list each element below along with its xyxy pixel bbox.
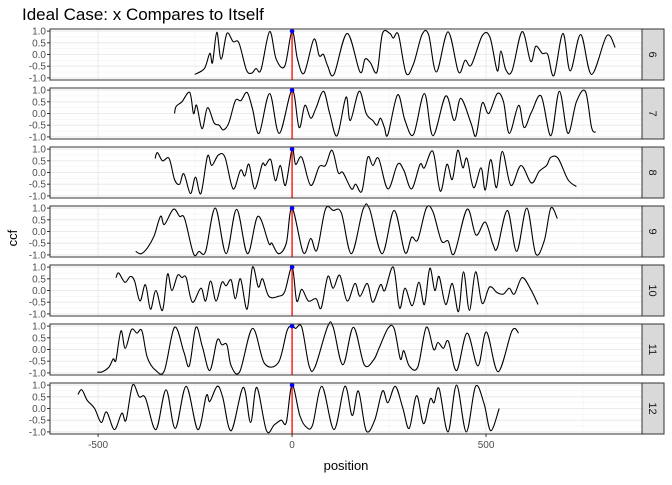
facet-panel-8: 8 -1.0-0.50.00.51.0: [29, 145, 665, 202]
ccf-line-8: [154, 148, 577, 195]
facet-panel-12: 12 -1.0-0.50.00.51.0: [29, 381, 665, 438]
y-tick-label: 0.5: [32, 97, 46, 108]
facet-strip-label: 6: [646, 51, 658, 57]
facet-strip: [641, 87, 665, 140]
facet-panel-7: 7 -1.0-0.50.00.51.0: [29, 86, 665, 143]
y-tick-label: 0.5: [32, 156, 46, 167]
y-tick-label: 0.5: [32, 333, 46, 344]
y-tick-label: 0.5: [32, 215, 46, 226]
x-tick-label: -500: [88, 440, 108, 451]
peak-point: [289, 87, 295, 93]
x-tick-label: 0: [289, 440, 295, 451]
y-tick-label: -0.5: [29, 416, 47, 427]
facet-strip-label: 9: [646, 228, 658, 234]
y-tick-label: -0.5: [29, 121, 47, 132]
facet-strip: [641, 323, 665, 376]
peak-point: [289, 382, 295, 388]
y-tick-label: 0.0: [32, 109, 46, 120]
peak-point: [289, 146, 295, 152]
y-tick-label: 1.0: [32, 204, 46, 215]
facet-strip-label: 7: [646, 110, 658, 116]
y-tick-label: 0.0: [32, 227, 46, 238]
peak-point: [289, 323, 295, 329]
y-tick-label: -1.0: [29, 191, 47, 202]
peak-point: [289, 205, 295, 211]
facet-panel-11: 11 -1.0-0.50.00.51.0: [29, 321, 665, 379]
y-tick-label: 1.0: [32, 86, 46, 97]
facet-strip: [641, 146, 665, 199]
facet-strip-label: 10: [646, 284, 658, 296]
peak-point: [289, 28, 295, 34]
y-tick-label: -1.0: [29, 368, 47, 379]
y-tick-label: -0.5: [29, 239, 47, 250]
y-tick-label: 1.0: [32, 322, 46, 333]
peak-point: [289, 264, 295, 270]
x-axis-label: position: [324, 458, 369, 473]
y-tick-label: -0.5: [29, 62, 47, 73]
y-tick-label: 1.0: [32, 27, 46, 38]
y-tick-label: -1.0: [29, 309, 47, 320]
y-tick-label: 1.0: [32, 381, 46, 392]
y-tick-label: 0.0: [32, 286, 46, 297]
ccf-line-7: [173, 89, 597, 137]
facet-panel-6: 6 -1.0-0.50.00.51.0: [29, 27, 665, 84]
ccf-line-10: [115, 266, 539, 313]
ccf-line-9: [135, 203, 558, 257]
y-tick-label: 0.0: [32, 404, 46, 415]
y-tick-label: -1.0: [29, 132, 47, 143]
y-tick-label: -1.0: [29, 427, 47, 438]
y-tick-label: -0.5: [29, 357, 47, 368]
y-tick-label: 0.5: [32, 392, 46, 403]
facet-strip-label: 8: [646, 169, 658, 175]
y-tick-label: 0.5: [32, 274, 46, 285]
facet-strip: [641, 382, 665, 435]
facet-panel-10: 10 -1.0-0.50.00.51.0: [29, 263, 665, 320]
y-tick-label: 0.0: [32, 168, 46, 179]
y-axis-label: ccf: [5, 229, 20, 246]
ccf-line-6: [194, 29, 616, 77]
facet-strip-label: 11: [646, 344, 658, 355]
facet-strip-label: 12: [646, 402, 658, 414]
y-tick-label: 0.5: [32, 38, 46, 49]
facet-strip: [641, 205, 665, 258]
y-tick-label: -1.0: [29, 73, 47, 84]
y-tick-label: 1.0: [32, 263, 46, 274]
ccf-line-12: [77, 383, 500, 434]
x-tick-label: 500: [478, 440, 495, 451]
y-tick-label: -1.0: [29, 250, 47, 261]
y-tick-label: 1.0: [32, 145, 46, 156]
chart-title: Ideal Case: x Compares to Itself: [22, 5, 264, 24]
y-tick-label: -0.5: [29, 298, 47, 309]
facet-strip: [641, 28, 665, 81]
y-tick-label: 0.0: [32, 345, 46, 356]
y-tick-label: 0.0: [32, 50, 46, 61]
facet-strip: [641, 264, 665, 317]
facet-panel-9: 9 -1.0-0.50.00.51.0: [29, 203, 665, 261]
y-tick-label: -0.5: [29, 180, 47, 191]
